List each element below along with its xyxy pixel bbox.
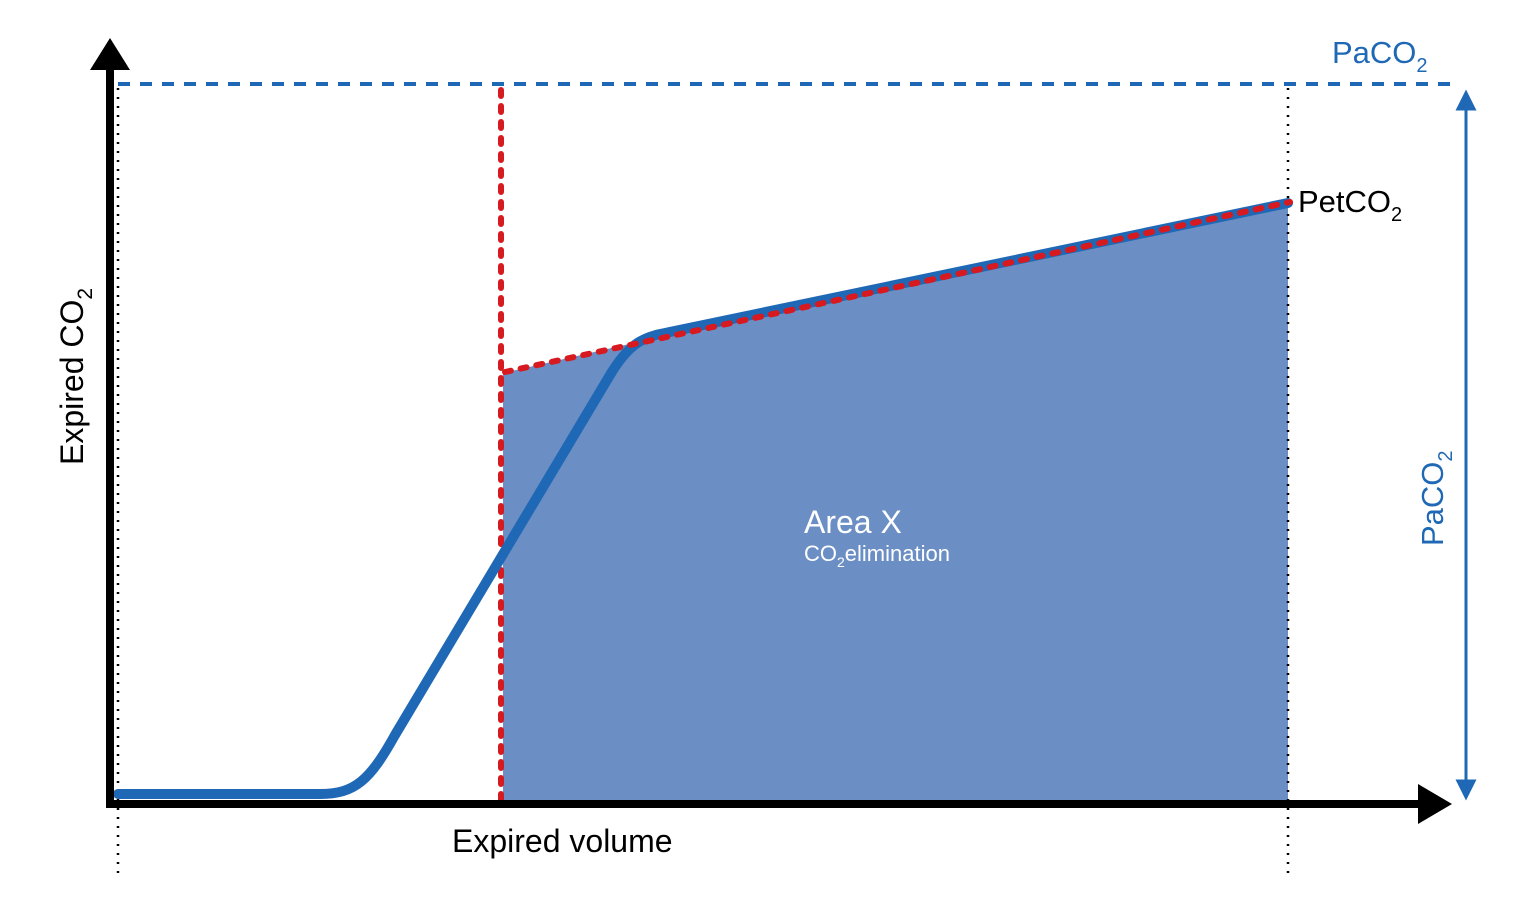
x-axis-label: Expired volume [452,823,673,859]
paco2-top-label: PaCO2 [1332,35,1428,77]
petco2-label: PetCO2 [1298,184,1402,226]
red-dotted-slope [502,199,1293,375]
area-x-region [503,203,1288,803]
paco2-side-label: PaCO2 [1415,450,1457,546]
y-axis-arrowhead [90,38,130,70]
area-x-subtitle: CO2elimination [804,541,950,570]
capnogram-curve [113,198,1293,799]
x-axis-arrowhead [1418,784,1452,824]
y-axis-label: Expired CO2 [54,288,97,465]
area-x-title: Area X [804,504,902,540]
